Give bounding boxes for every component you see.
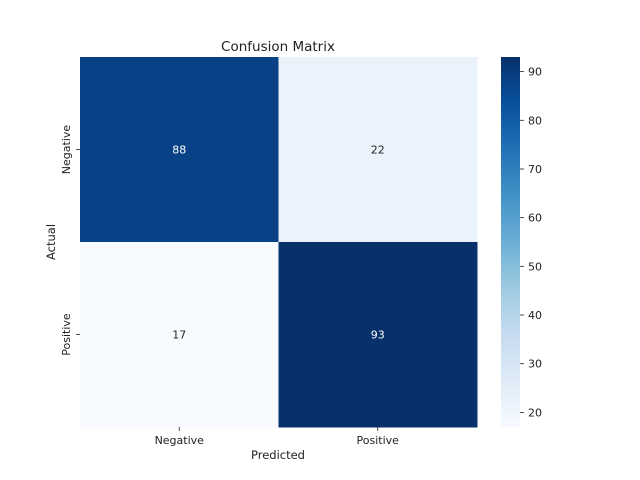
x-axis-ticks: Negative Positive: [155, 427, 400, 447]
cell-value-label: 93: [371, 329, 385, 342]
x-tick-label: Positive: [357, 434, 400, 447]
colorbar-tick-label: 90: [528, 66, 542, 79]
y-axis-label: Actual: [44, 224, 58, 260]
colorbar-tick-label: 80: [528, 114, 542, 127]
colorbar-tick-label: 30: [528, 358, 542, 371]
heatmap-cell-positive-positive: [278, 242, 478, 428]
colorbar-tick-label: 50: [528, 260, 542, 273]
y-axis-ticks: Negative Positive: [60, 125, 80, 356]
colorbar-tick-label: 60: [528, 212, 542, 225]
colorbar-tick-label: 40: [528, 309, 542, 322]
x-tick-label: Negative: [155, 434, 205, 447]
cell-value-label: 88: [172, 144, 186, 157]
heatmap-cell-labels: 88 22 17 93: [172, 144, 385, 342]
y-tick-label: Negative: [60, 125, 73, 175]
cell-value-label: 22: [371, 144, 385, 157]
cell-value-label: 17: [172, 329, 186, 342]
x-axis-label: Predicted: [251, 448, 305, 462]
colorbar-tick-label: 70: [528, 163, 542, 176]
heatmap-cells: [80, 57, 478, 428]
chart-title: Confusion Matrix: [221, 39, 335, 55]
heatmap-cell-negative-positive: [278, 57, 478, 243]
colorbar-tick-label: 20: [528, 406, 542, 419]
colorbar: [501, 57, 520, 427]
heatmap-cell-negative-negative: [80, 57, 279, 243]
y-tick-label: Positive: [60, 313, 73, 356]
colorbar-ticks: 20 30 40 50 60 70 80 90: [520, 66, 542, 419]
heatmap-cell-positive-negative: [80, 242, 279, 428]
